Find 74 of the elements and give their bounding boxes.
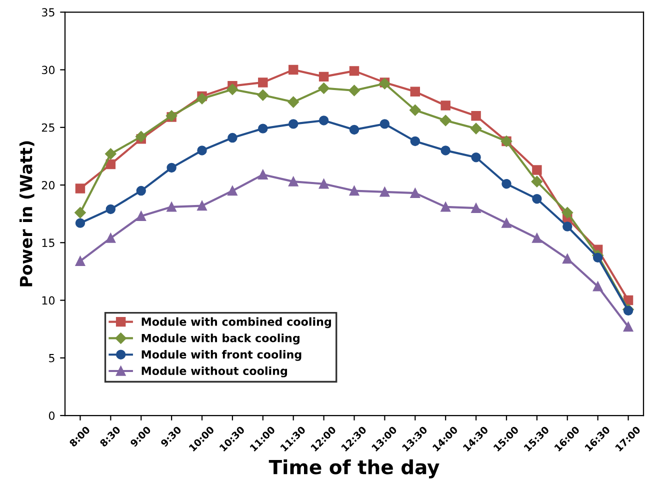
x-axis-title: Time of the day — [268, 459, 440, 478]
point — [410, 104, 421, 116]
point — [410, 86, 420, 97]
point — [440, 100, 450, 110]
point — [349, 124, 360, 135]
y-tick-label: 30 — [42, 66, 55, 74]
point — [288, 176, 298, 186]
point — [471, 152, 481, 162]
point — [532, 233, 542, 243]
point — [349, 66, 360, 76]
point — [410, 136, 420, 146]
point — [318, 82, 330, 94]
point — [440, 114, 452, 126]
point — [106, 233, 116, 243]
point — [440, 146, 450, 156]
legend-label: Module with combined cooling — [142, 317, 331, 328]
point — [380, 119, 390, 129]
point — [380, 187, 390, 197]
point — [531, 176, 543, 188]
point — [562, 222, 572, 232]
y-tick-label: 0 — [48, 412, 55, 420]
point — [348, 84, 360, 96]
point — [196, 92, 208, 104]
y-axis-title: Power in (Watt) — [19, 141, 34, 286]
point — [470, 122, 482, 134]
point — [532, 194, 542, 204]
point — [166, 162, 176, 173]
point — [471, 111, 481, 121]
legend-label: Module with front cooling — [142, 350, 302, 361]
point — [318, 116, 329, 126]
point — [318, 179, 329, 189]
point — [288, 119, 298, 129]
point — [136, 131, 147, 142]
point — [258, 78, 268, 88]
point — [471, 203, 481, 213]
point — [532, 165, 542, 175]
legend-label: Module without cooling — [142, 366, 288, 378]
y-tick-label: 15 — [42, 238, 54, 248]
point — [106, 204, 116, 214]
point — [502, 218, 512, 228]
point — [75, 184, 86, 194]
point — [623, 322, 634, 332]
point — [349, 186, 360, 196]
point — [288, 64, 298, 75]
point — [136, 211, 146, 222]
point — [166, 202, 176, 212]
point — [410, 188, 420, 198]
point — [136, 186, 146, 196]
point — [288, 96, 299, 108]
point — [592, 282, 603, 292]
y-tick-label: 35 — [42, 8, 54, 17]
point — [74, 207, 86, 218]
point — [75, 256, 86, 266]
legend-label: Module with back cooling — [142, 334, 300, 344]
y-tick-label: 5 — [49, 354, 54, 362]
point — [228, 132, 238, 143]
point — [258, 124, 268, 134]
point — [257, 90, 269, 101]
point — [197, 146, 207, 156]
y-tick-label: 20 — [42, 181, 55, 190]
point — [226, 84, 238, 95]
point — [318, 72, 329, 82]
point — [105, 148, 116, 160]
point — [440, 202, 450, 212]
point — [197, 200, 207, 211]
point — [228, 186, 238, 196]
point — [75, 218, 86, 228]
point — [502, 179, 512, 189]
point — [592, 252, 603, 262]
y-tick-label: 25 — [42, 123, 54, 132]
point — [562, 254, 572, 264]
point — [258, 170, 268, 180]
y-tick-label: 10 — [42, 296, 55, 305]
point — [562, 207, 573, 218]
